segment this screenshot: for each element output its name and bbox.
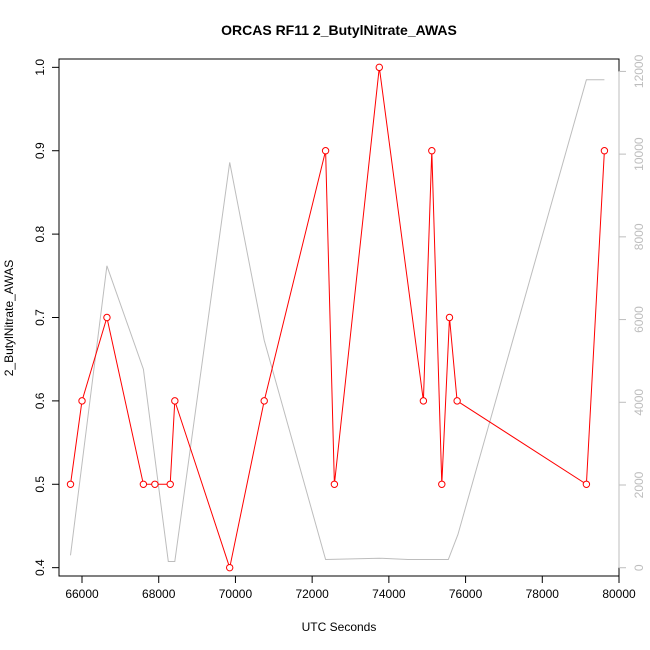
data-point <box>78 397 86 405</box>
data-point <box>321 147 330 155</box>
x-tick-label: 66000 <box>65 587 99 601</box>
right-y-tick-label: 10000 <box>632 137 646 171</box>
data-point <box>445 313 454 322</box>
y-tick-label: 0.7 <box>33 309 47 326</box>
y-axis: 0.4 0.5 0.6 0.7 0.8 0.9 1.0 <box>33 59 60 576</box>
x-tick-label: 68000 <box>142 587 176 601</box>
data-point <box>151 480 159 488</box>
right-y-tick-label: 6000 <box>632 306 646 333</box>
x-tick-label: 80000 <box>602 587 636 601</box>
x-axis: 66000 68000 70000 72000 74000 76000 78000 80000 <box>65 575 636 601</box>
data-point <box>171 397 179 405</box>
y-tick-label: 0.9 <box>33 142 47 159</box>
data-point <box>260 397 268 405</box>
right-y-tick-label: 0 <box>632 564 646 571</box>
x-tick-label: 72000 <box>295 587 329 601</box>
data-point <box>166 480 174 488</box>
data-point <box>66 480 75 488</box>
y-tick-label: 0.4 <box>33 559 47 576</box>
right-y-tick-label: 2000 <box>632 471 646 498</box>
gray-series-line <box>70 79 605 562</box>
data-point <box>103 313 111 322</box>
chart-title: ORCAS RF11 2_ButylNitrate_AWAS <box>221 22 457 38</box>
y-tick-label: 0.8 <box>33 225 47 242</box>
data-point <box>428 147 436 155</box>
x-tick-label: 70000 <box>219 587 253 601</box>
data-point <box>225 563 234 572</box>
red-series-line <box>70 67 605 570</box>
data-point <box>419 397 428 405</box>
series-layer <box>66 63 609 572</box>
x-axis-label: UTC Seconds <box>302 620 377 634</box>
data-point <box>582 480 591 488</box>
right-y-tick-label: 4000 <box>632 389 646 416</box>
y-axis-label: 2_ButylNitrate_AWAS <box>2 260 16 377</box>
data-point <box>438 480 446 488</box>
x-tick-label: 78000 <box>526 587 560 601</box>
x-tick-label: 74000 <box>372 587 406 601</box>
right-y-axis: 0 2000 4000 6000 8000 10000 12000 <box>618 54 646 571</box>
data-point <box>330 480 339 488</box>
data-point <box>375 63 383 72</box>
y-tick-label: 0.6 <box>33 392 47 409</box>
plot-frame <box>58 58 620 577</box>
y-tick-label: 0.5 <box>33 476 47 493</box>
data-point <box>453 397 461 405</box>
data-point <box>139 480 148 488</box>
right-y-tick-label: 8000 <box>632 223 646 250</box>
y-tick-label: 1.0 <box>33 59 47 76</box>
x-tick-label: 76000 <box>449 587 483 601</box>
data-point <box>600 147 609 155</box>
right-y-tick-label: 12000 <box>632 54 646 88</box>
